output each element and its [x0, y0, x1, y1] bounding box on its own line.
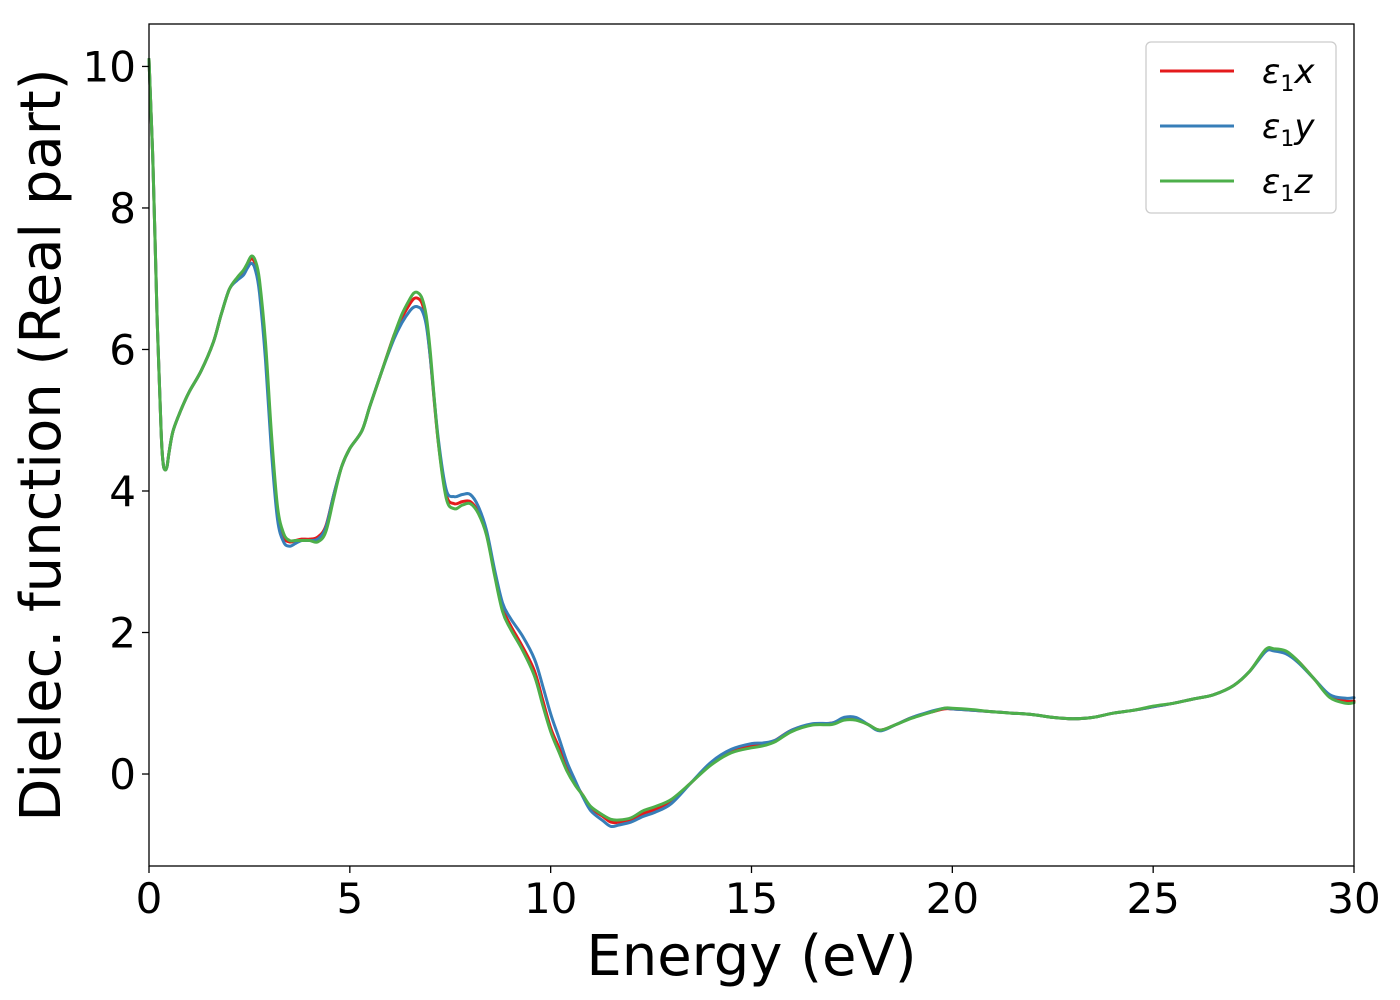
x-axis-title: Energy (eV): [586, 924, 916, 989]
legend-label-y: ε1y: [1262, 107, 1315, 152]
y-tick-label: 8: [109, 184, 136, 233]
x-tick-label: 15: [725, 874, 778, 923]
x-axis-ticks: 0 5 10 15 20 25 30: [136, 866, 1381, 923]
x-tick-label: 5: [336, 874, 363, 923]
y-tick-label: 0: [109, 750, 136, 799]
y-axis-title: Dielec. function (Real part): [9, 68, 74, 821]
series-line-z: [147, 57, 1356, 822]
y-tick-label: 6: [109, 325, 136, 374]
y-tick-label: 4: [109, 467, 136, 516]
x-tick-label: 0: [136, 874, 163, 923]
y-tick-label: 10: [83, 42, 136, 91]
legend: ε1x ε1y ε1z: [1145, 41, 1337, 214]
x-tick-label: 20: [926, 874, 979, 923]
x-tick-label: 25: [1126, 874, 1179, 923]
x-tick-label: 30: [1327, 874, 1380, 923]
y-axis-ticks: 0 2 4 6 8 10: [83, 42, 149, 799]
y-tick-label: 2: [109, 609, 136, 658]
legend-box: [1145, 41, 1337, 214]
series-layer: [147, 57, 1356, 829]
legend-label-z: ε1z: [1262, 162, 1313, 207]
legend-label-x: ε1x: [1262, 52, 1315, 97]
x-tick-label: 10: [524, 874, 577, 923]
